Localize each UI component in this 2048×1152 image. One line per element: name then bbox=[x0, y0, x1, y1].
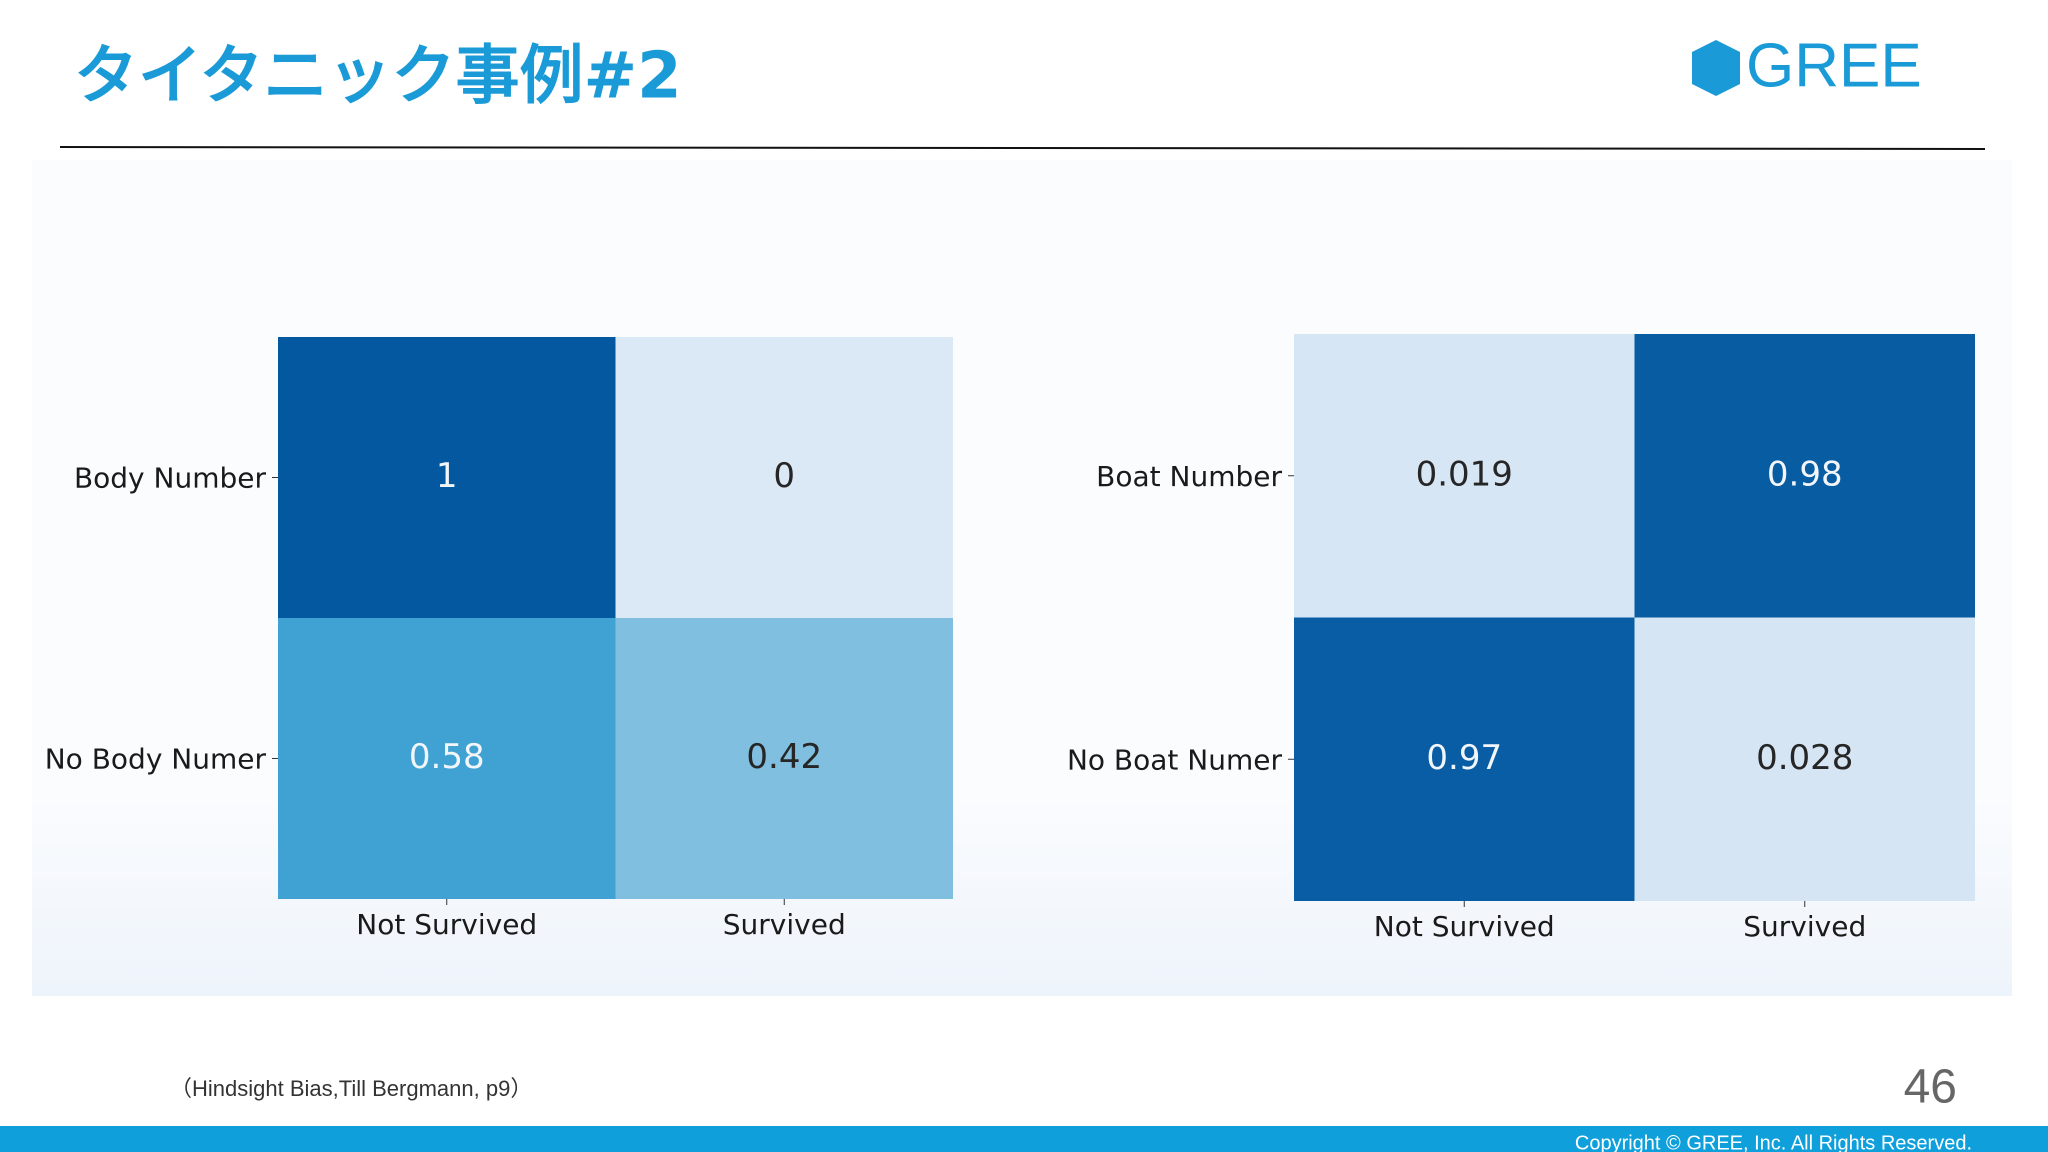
heatmap-cell bbox=[1294, 617, 1635, 901]
logo: GREE bbox=[1746, 31, 1922, 100]
cell-label: 1 bbox=[436, 456, 458, 496]
y-tick-label: No Boat Numer bbox=[1067, 743, 1283, 776]
cell-label: 0.42 bbox=[746, 737, 822, 777]
x-tick-label: Survived bbox=[1743, 910, 1866, 943]
logo-icon bbox=[1692, 40, 1740, 96]
heatmap-cell bbox=[615, 337, 953, 618]
cell-label: 0 bbox=[773, 456, 795, 496]
heatmap-cell bbox=[1634, 617, 1975, 901]
slide-title: タイタニック事例#2 bbox=[74, 40, 682, 114]
heatmap-cell bbox=[615, 618, 953, 899]
y-tick-label: No Body Numer bbox=[45, 743, 267, 776]
x-tick-label: Not Survived bbox=[356, 908, 537, 941]
heatmap-cell bbox=[1294, 334, 1635, 618]
cell-label: 0.019 bbox=[1416, 454, 1513, 494]
cell-label: 0.58 bbox=[409, 737, 485, 777]
divider bbox=[59, 146, 1986, 150]
cell-label: 0.028 bbox=[1756, 738, 1853, 778]
x-tick-label: Not Survived bbox=[1374, 910, 1555, 943]
footer-bar bbox=[0, 1126, 2048, 1152]
citation: （Hindsight Bias,Till Bergmann, p9） bbox=[170, 1076, 532, 1101]
y-tick-label: Body Number bbox=[74, 462, 267, 495]
y-tick-label: Boat Number bbox=[1096, 460, 1282, 493]
heatmap-cell bbox=[278, 618, 616, 899]
x-tick-label: Survived bbox=[723, 908, 846, 941]
cell-label: 0.98 bbox=[1767, 454, 1843, 494]
cell-label: 0.97 bbox=[1426, 738, 1502, 778]
heatmap-cell bbox=[278, 337, 616, 618]
page-number: 46 bbox=[1904, 1061, 1957, 1114]
copyright: Copyright © GREE, Inc. All Rights Reserv… bbox=[1575, 1132, 1972, 1152]
heatmap-cell bbox=[1634, 334, 1975, 618]
